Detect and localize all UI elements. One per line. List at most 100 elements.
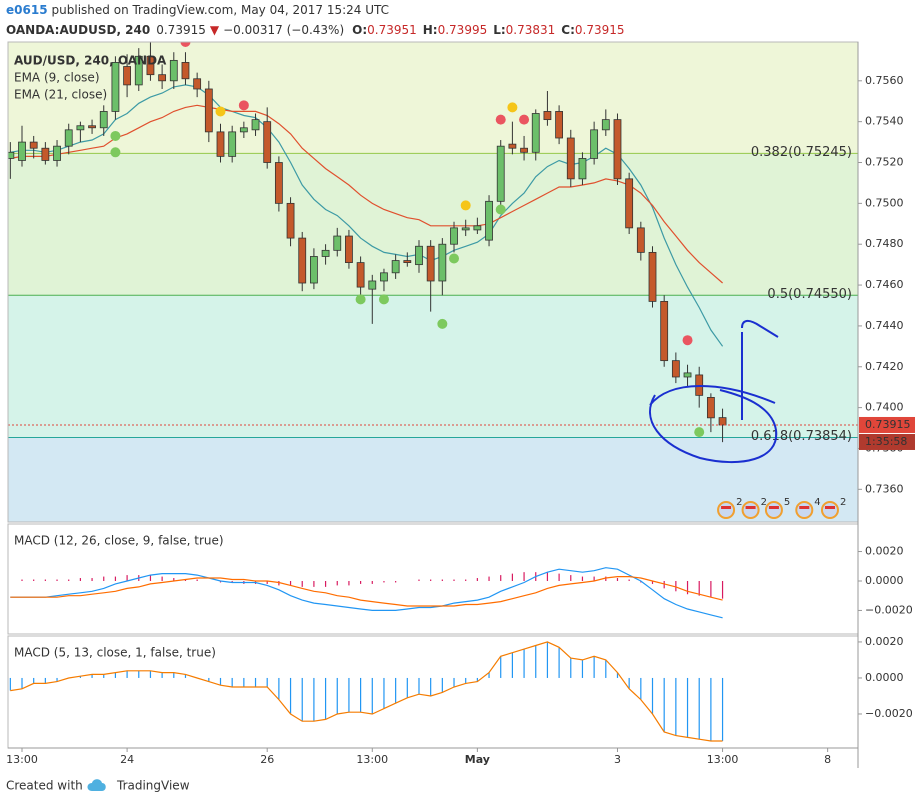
candle-body xyxy=(450,227,458,245)
candle-body xyxy=(426,245,435,282)
y-tick-label: 0.7520 xyxy=(865,156,904,169)
candle-body xyxy=(8,151,15,159)
candle-body xyxy=(578,158,587,180)
event-count: 2 xyxy=(736,497,742,508)
logo xyxy=(87,779,106,791)
candle-body xyxy=(508,143,517,149)
candle-body xyxy=(134,55,143,86)
candle-body xyxy=(239,127,248,133)
candle-body xyxy=(543,111,552,121)
x-tick-label: 3 xyxy=(614,753,621,766)
x-tick-label: 13:00 xyxy=(6,753,38,766)
fib-band xyxy=(8,295,858,438)
y-tick-label: 0.7500 xyxy=(865,196,904,209)
ohlc-value: 0.73831 xyxy=(506,23,556,37)
fractal-marker xyxy=(460,200,471,211)
candle-body xyxy=(403,260,412,263)
fractal-marker xyxy=(507,102,518,113)
y-tick-label: 0.7480 xyxy=(865,237,904,250)
fractal-marker xyxy=(378,294,389,305)
candle-body xyxy=(683,372,692,378)
candle-body xyxy=(356,262,365,288)
macd-pane xyxy=(8,636,858,748)
macd-line xyxy=(10,567,723,619)
candle-body xyxy=(415,245,423,266)
timer-box xyxy=(859,433,915,450)
pane-title: MACD (12, 26, close, 9, false, true) xyxy=(14,534,224,548)
candle-body xyxy=(64,129,73,147)
last: 0.73915 xyxy=(156,23,206,37)
candle-body xyxy=(555,111,563,139)
candle-body xyxy=(706,397,715,419)
fractal-marker xyxy=(682,335,693,346)
candle-body xyxy=(391,260,400,274)
candle-body xyxy=(169,59,178,82)
fractal-marker xyxy=(180,42,191,47)
x-tick-label: 13:00 xyxy=(707,753,739,766)
arrow: ▼ xyxy=(210,23,220,37)
fractal-marker xyxy=(495,114,506,125)
y-tick-label: 0.7560 xyxy=(865,74,904,87)
candle-body xyxy=(625,178,634,229)
fractal-marker xyxy=(110,130,121,141)
fractal-marker xyxy=(215,106,226,117)
ohlc-value: 0.73915 xyxy=(575,23,625,37)
hand-drawn-annotation xyxy=(649,320,779,464)
fib-band xyxy=(8,437,858,522)
event-icon xyxy=(741,501,760,519)
candle-body xyxy=(286,202,295,239)
y-tick-label: 0.7360 xyxy=(865,482,904,495)
overlay: EMA (9, close) EMA (21, close) AUD/USD, 24… xyxy=(14,54,224,660)
event-count: 5 xyxy=(784,497,790,508)
candle-body xyxy=(671,360,680,378)
y-tick-label: 0.0000 xyxy=(865,574,904,587)
candle-body xyxy=(274,162,283,204)
candle-body xyxy=(111,62,120,112)
event-flag xyxy=(799,506,810,509)
ohlc-value: 0.73995 xyxy=(438,23,488,37)
event-icon xyxy=(764,501,783,519)
candle-body xyxy=(298,237,307,284)
candle-body xyxy=(345,235,353,263)
candle-body xyxy=(29,141,38,149)
pane-bg xyxy=(8,636,858,748)
candle-body xyxy=(321,249,330,257)
ohlc-label: C: xyxy=(561,23,575,37)
y-tick-label: 0.7540 xyxy=(865,115,904,128)
candle-body xyxy=(520,147,528,153)
fractal-marker xyxy=(449,253,460,264)
y-tick-label: 0.7400 xyxy=(865,401,904,414)
candle-body xyxy=(251,119,260,131)
ohlc-value: 0.73951 xyxy=(367,23,417,37)
x-tick-label: 8 xyxy=(824,753,831,766)
candle-body xyxy=(18,141,26,161)
legend-entry: EMA (21, close) xyxy=(14,88,107,102)
event-flag xyxy=(745,506,756,509)
candle-body xyxy=(718,417,727,426)
fractal-marker xyxy=(437,318,448,329)
candle-body xyxy=(263,121,272,163)
candle-body xyxy=(636,227,645,253)
candle-body xyxy=(333,235,342,251)
candle-body xyxy=(193,78,202,90)
legend-title: AUD/USD, 240, OANDA xyxy=(14,54,167,68)
fib-label: 0.382(0.75245) xyxy=(751,145,852,160)
candle-body xyxy=(76,125,85,131)
candle-body xyxy=(601,119,610,131)
candle-body xyxy=(531,113,540,153)
x-tick-label: 13:00 xyxy=(356,753,388,766)
candle-body xyxy=(485,200,493,241)
published: published on TradingView.com, May 04, 20… xyxy=(52,3,389,17)
symbol-line: OANDA:AUDUSD, 240 0.73915 ▼ −0.00317 (−0.43… xyxy=(6,23,625,37)
price-box xyxy=(859,416,915,433)
fib-label: 0.5(0.74550) xyxy=(767,287,852,302)
candle-body xyxy=(310,256,318,284)
pane-title: MACD (5, 13, close, 1, false, true) xyxy=(14,646,216,660)
ohlc-label: H: xyxy=(423,23,438,37)
x-tick-label: 24 xyxy=(120,753,134,766)
y-tick-label: 0.7420 xyxy=(865,360,904,373)
candle-body xyxy=(216,131,225,157)
macd-line xyxy=(10,641,723,742)
created-with: Created with xyxy=(6,779,83,793)
event-flag xyxy=(824,506,835,509)
